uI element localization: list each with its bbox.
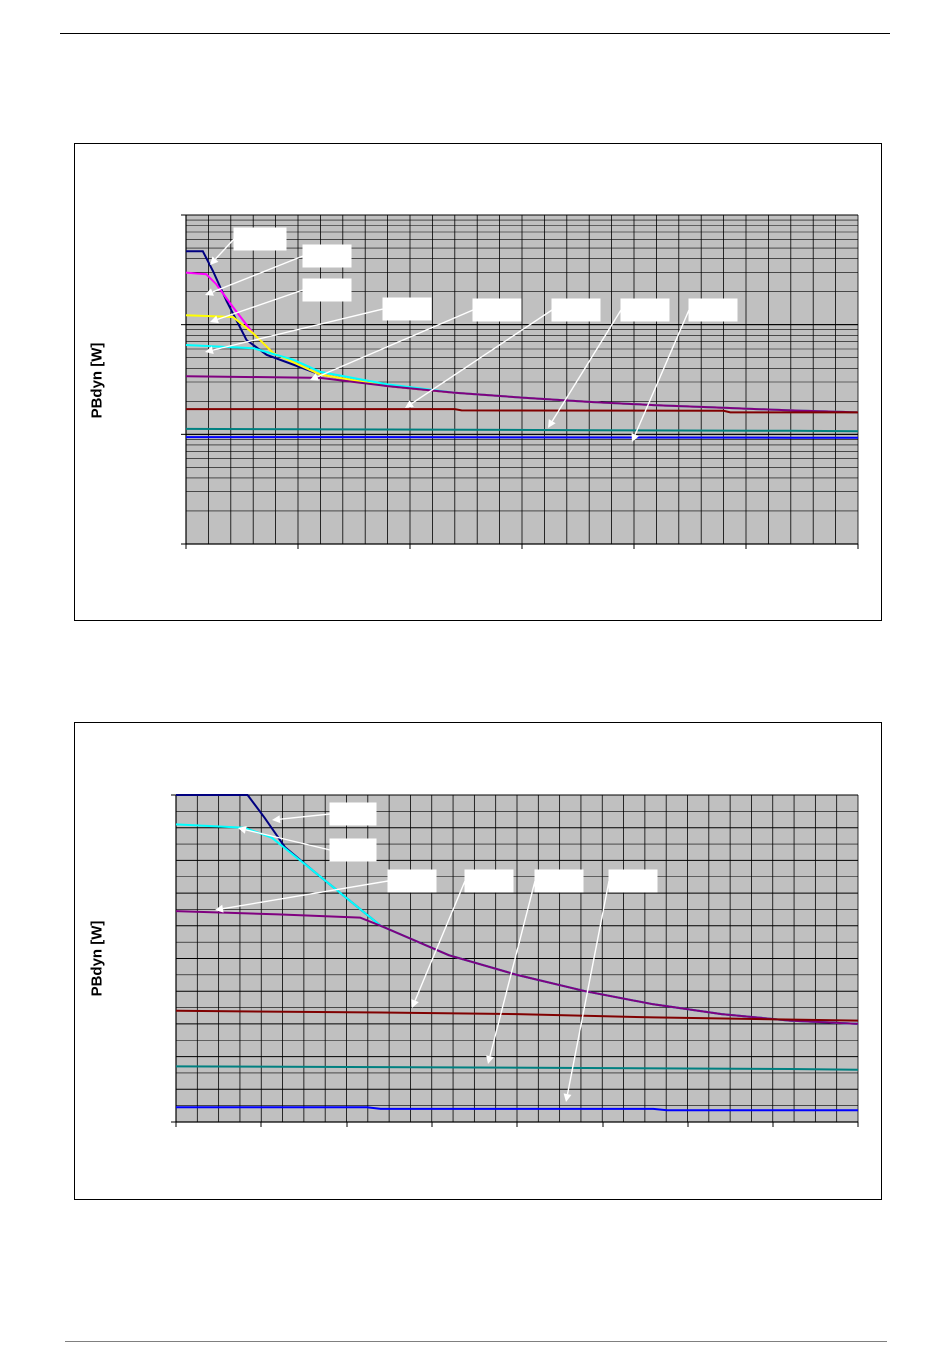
callout-arrow-head xyxy=(238,825,247,834)
callout-arrow-line xyxy=(566,880,610,1095)
callout-label-box xyxy=(688,298,738,322)
callout-arrow-line xyxy=(551,309,622,422)
callout-arrow-head xyxy=(631,433,639,442)
callout-arrow-line xyxy=(222,880,389,910)
callout-arrow-line xyxy=(317,309,474,378)
callout-arrow-head xyxy=(411,999,419,1008)
callout-label-box xyxy=(302,244,352,268)
callout-arrow-line xyxy=(411,309,553,405)
callout-label-box xyxy=(551,298,601,322)
callout-arrow-head xyxy=(210,315,219,324)
callout-arrow-head xyxy=(548,419,556,428)
callout-arrow-line xyxy=(212,255,304,293)
callout-label-box xyxy=(233,227,287,251)
series-line xyxy=(186,408,858,414)
series-line xyxy=(185,427,859,433)
callout-arrow-line xyxy=(214,238,235,260)
series-line xyxy=(185,375,859,414)
callout-label-box xyxy=(302,278,352,302)
callout-arrow-head xyxy=(310,373,319,381)
callout-label-box xyxy=(329,802,377,826)
series-line xyxy=(175,1065,859,1071)
callout-arrow-head xyxy=(210,256,219,265)
series-line xyxy=(175,910,859,1025)
callout-arrow-head xyxy=(205,346,214,355)
series-line xyxy=(176,1106,858,1112)
callout-arrow-head xyxy=(272,815,281,824)
callout-arrow-head xyxy=(563,1093,572,1102)
callout-arrow-head xyxy=(205,288,214,296)
callout-arrow-head xyxy=(486,1055,494,1064)
series-line xyxy=(186,436,858,439)
callout-label-box xyxy=(472,298,522,322)
callout-label-box xyxy=(608,869,658,893)
callout-arrow-line xyxy=(634,309,690,435)
callout-arrow-line xyxy=(212,308,384,351)
callout-label-box xyxy=(382,297,432,321)
callout-label-box xyxy=(534,869,584,893)
callout-arrow-line xyxy=(489,880,536,1057)
callout-arrow-head xyxy=(405,400,414,408)
callout-label-box xyxy=(329,838,377,862)
callout-arrow-line xyxy=(245,829,331,851)
series-line xyxy=(175,1009,859,1022)
callout-arrow-line xyxy=(279,813,331,820)
callout-label-box xyxy=(620,298,670,322)
header-rule xyxy=(60,33,890,34)
footer-rule xyxy=(65,1341,887,1342)
callout-arrow-line xyxy=(217,289,304,321)
callout-arrow-head xyxy=(215,904,224,913)
callout-label-box xyxy=(464,869,514,893)
callout-arrow-line xyxy=(414,880,466,1001)
callout-label-box xyxy=(387,869,437,893)
